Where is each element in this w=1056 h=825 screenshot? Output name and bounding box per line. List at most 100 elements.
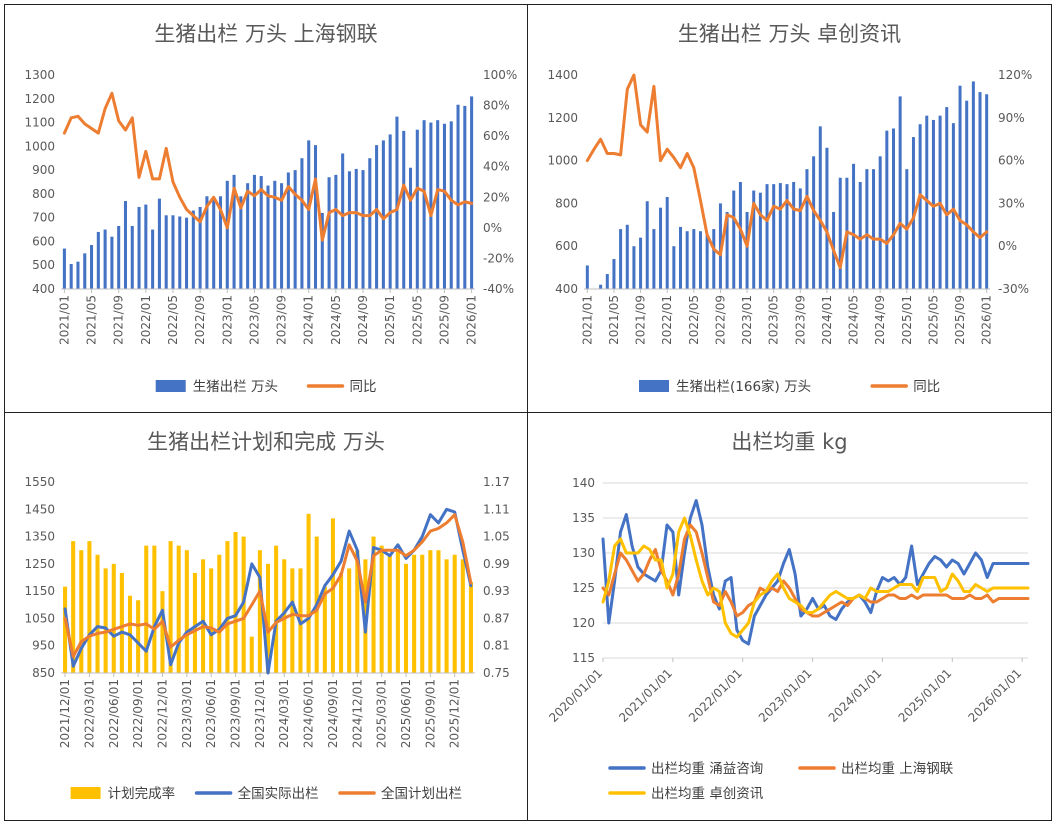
bar: [119, 572, 124, 673]
bar: [685, 231, 689, 289]
y-right-tick-label: 1.17: [483, 475, 510, 489]
y-left-tick-label: 800: [555, 196, 578, 210]
bar: [225, 541, 230, 673]
series-line-2: [63, 513, 473, 659]
x-tick-label: 2023/01: [220, 295, 234, 345]
bar: [825, 147, 829, 289]
bar: [265, 563, 271, 673]
y-left-tick-label: 1400: [547, 68, 578, 82]
bar: [327, 177, 331, 289]
bar: [395, 116, 399, 289]
bar: [387, 554, 392, 673]
x-tick-label: 2023/05: [767, 295, 781, 345]
y-tick-label: 120: [572, 616, 595, 630]
bar: [123, 201, 128, 289]
bar: [212, 198, 216, 289]
bar: [752, 190, 756, 289]
y-right-tick-label: 120%: [998, 68, 1032, 82]
y-left-tick-label: 1300: [24, 68, 55, 82]
bar: [368, 158, 372, 289]
x-tick-label: 2023/09/01: [229, 679, 243, 748]
bar: [137, 206, 141, 289]
bar: [313, 145, 318, 289]
bar: [282, 559, 287, 673]
bar: [632, 246, 636, 289]
x-tick-label: 2025/06/01: [399, 679, 413, 748]
bar: [408, 167, 413, 289]
x-tick-label: 2026/01/01: [965, 666, 1024, 725]
bar: [355, 550, 360, 673]
bar: [872, 169, 876, 289]
bar: [402, 130, 406, 289]
chart-slaughter-plan-vs-actual: 生猪出栏计划和完成 万头 850 950 1050 1150 1250 1350 1450 15…: [24, 430, 510, 802]
bar: [239, 196, 243, 289]
legend-series-0-swatch: [639, 380, 669, 392]
x-tick-label: 2022/03/01: [82, 679, 96, 748]
x-tick-label: 2025/09/01: [423, 679, 437, 748]
x-tick-label: 2022/09: [713, 295, 727, 345]
bar: [103, 568, 108, 673]
bar: [273, 180, 277, 289]
y-right-tick-label: 100%: [483, 68, 517, 82]
y-tick-label: 140: [572, 476, 595, 490]
x-tick-label: 2023/01: [740, 295, 754, 345]
y-left-tick-label: 1550: [24, 475, 55, 489]
legend-series-0-label: 生猪出栏(166家) 万头: [676, 378, 811, 395]
x-tick-label: 2021/09: [634, 295, 648, 345]
bar: [257, 550, 262, 673]
y-left-tick-label: 1050: [24, 611, 55, 625]
bar: [103, 229, 107, 289]
panel-hog-slaughter-sci99: 生猪出栏 万头 卓创资讯 400 600 800 1000 1200 1400 -30% 0% 3…: [527, 4, 1052, 413]
bar: [456, 104, 460, 289]
x-tick-label: 2025/01/01: [896, 666, 955, 725]
bar: [395, 550, 400, 673]
bar: [958, 85, 962, 289]
bar: [96, 231, 100, 289]
bar: [785, 184, 789, 289]
y-left-tick-label: 500: [32, 258, 55, 272]
x-tick-label: 2025/01: [383, 295, 397, 345]
bar: [201, 559, 206, 673]
chart-average-slaughter-weight: 出栏均重 kg 115 120 125 130 135 140 2020/01/01 2021/…: [546, 430, 1030, 802]
bar: [95, 554, 100, 673]
y-left-tick-label: 400: [32, 282, 55, 296]
x-tick-label: 2022/06/01: [107, 679, 121, 748]
legend-series-0-label: 出栏均重 涌益咨询: [651, 761, 763, 777]
x-tick-label: 2022/01: [660, 295, 674, 345]
bar: [838, 177, 842, 289]
y-right-tick-label: -30%: [998, 282, 1029, 296]
bar: [249, 636, 254, 673]
y-left-tick-label: 800: [32, 187, 55, 201]
y-right-tick-label: 0.81: [483, 639, 510, 653]
bar: [745, 211, 749, 289]
y-right-tick-label: 30%: [998, 196, 1025, 210]
y-left-tick-label: 950: [32, 639, 55, 653]
bar: [110, 236, 114, 289]
bar: [87, 541, 92, 673]
x-tick-label: 2021/09: [112, 295, 126, 345]
y-left-tick-label: 600: [32, 234, 55, 248]
bar: [672, 246, 676, 289]
y-left-tick-label: 1350: [24, 530, 55, 544]
y-right-tick-label: 0%: [998, 239, 1017, 253]
bar: [468, 582, 473, 673]
x-tick-label: 2025/12/01: [448, 679, 462, 748]
x-tick-label: 2024/03/01: [277, 679, 291, 748]
bar: [898, 96, 902, 290]
bar: [965, 100, 969, 290]
bar: [192, 572, 197, 673]
bar: [665, 196, 669, 289]
bar: [852, 163, 856, 289]
bar: [463, 105, 467, 290]
x-tick-label: 2022/01: [139, 295, 153, 345]
y-right-tick-label: 90%: [998, 111, 1025, 125]
y-right-tick-label: 60%: [483, 129, 510, 143]
bar: [320, 212, 324, 289]
bar: [619, 229, 623, 289]
x-tick-label: 2023/01/01: [756, 666, 815, 725]
bar: [415, 129, 419, 289]
y-left-tick-label: 1000: [547, 154, 578, 168]
x-tick-label: 2023/05: [247, 295, 261, 345]
legend-series-1-label: 全国实际出栏: [238, 785, 319, 802]
bar: [765, 184, 769, 289]
